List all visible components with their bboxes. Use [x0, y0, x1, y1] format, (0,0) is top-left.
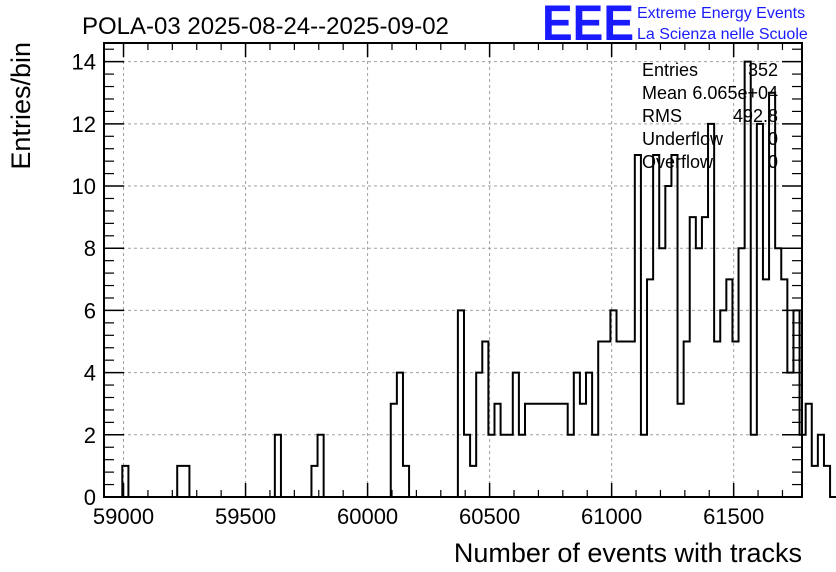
y-tick-label: 8: [84, 236, 96, 261]
stats-entries-value: 352: [748, 60, 778, 80]
stats-box: Entries 352 Mean 6.065e+04 RMS 492.8 Und…: [642, 60, 778, 172]
y-axis-title: Entries/bin: [6, 42, 36, 170]
y-tick-label: 10: [72, 174, 96, 199]
axis-ticks: [104, 43, 802, 498]
x-tick-label: 59500: [215, 504, 276, 529]
x-tick-label: 60500: [459, 504, 520, 529]
y-tick-label: 0: [84, 485, 96, 510]
y-tick-label: 12: [72, 112, 96, 137]
x-tick-label: 59000: [93, 504, 154, 529]
logo-line2: La Scienza nelle Scuole: [637, 26, 808, 43]
plot-frame: [103, 42, 803, 498]
x-tick-label: 61500: [703, 504, 764, 529]
logo-letters: EEE: [542, 0, 634, 51]
y-tick-label: 6: [84, 298, 96, 323]
stats-entries-label: Entries: [642, 60, 698, 80]
x-tick-label: 60000: [337, 504, 398, 529]
tick-labels: 59000 59500 60000 60500 61000 61500 0 2 4 6 8 10 12 1…: [72, 50, 765, 529]
x-tick-label: 61000: [581, 504, 642, 529]
chart-title: POLA-03 2025-08-24--2025-09-02: [82, 13, 449, 40]
histogram-line: [121, 60, 836, 498]
stats-mean-label: Mean: [642, 83, 687, 103]
y-tick-label: 2: [84, 423, 96, 448]
stats-overflow-label: Overflow: [642, 152, 714, 172]
grid: [104, 43, 802, 497]
stats-underflow-label: Underflow: [642, 129, 724, 149]
stats-rms-label: RMS: [642, 106, 682, 126]
stats-rms-value: 492.8: [733, 106, 778, 126]
stats-mean-value: 6.065e+04: [692, 83, 778, 103]
y-tick-label: 4: [84, 361, 96, 386]
stats-underflow-value: 0: [768, 129, 778, 149]
eee-logo: EEE Extreme Energy Events La Scienza nel…: [542, 0, 808, 51]
x-axis-title: Number of events with tracks: [454, 538, 802, 568]
logo-line1: Extreme Energy Events: [637, 5, 805, 22]
y-tick-label: 14: [72, 50, 96, 75]
stats-overflow-value: 0: [768, 152, 778, 172]
